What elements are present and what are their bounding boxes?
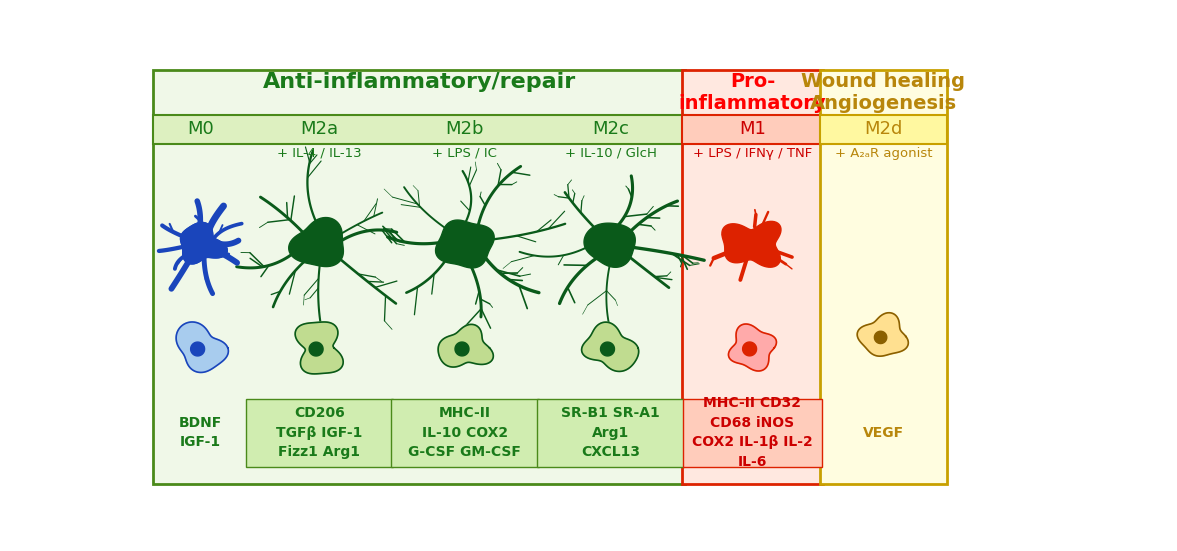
Polygon shape [600, 342, 614, 356]
Text: M2b: M2b [446, 120, 484, 138]
Polygon shape [875, 331, 886, 344]
Text: MHC-II CD32
CD68 iNOS
COX2 IL-1β IL-2
IL-6: MHC-II CD32 CD68 iNOS COX2 IL-1β IL-2 IL… [692, 396, 813, 469]
FancyBboxPatch shape [820, 115, 947, 144]
Polygon shape [310, 342, 322, 356]
Text: + IL-4 / IL-13: + IL-4 / IL-13 [277, 147, 361, 160]
Text: M2d: M2d [864, 120, 903, 138]
Text: SR-B1 SR-A1
Arg1
CXCL13: SR-B1 SR-A1 Arg1 CXCL13 [561, 406, 660, 459]
FancyBboxPatch shape [537, 399, 684, 467]
FancyBboxPatch shape [820, 70, 947, 484]
Text: CD206
TGFβ IGF-1
Fizz1 Arg1: CD206 TGFβ IGF-1 Fizz1 Arg1 [275, 406, 363, 459]
Polygon shape [191, 342, 205, 356]
Text: M2c: M2c [592, 120, 629, 138]
Polygon shape [722, 222, 782, 267]
Polygon shape [743, 342, 757, 356]
Text: M0: M0 [187, 120, 214, 138]
Polygon shape [584, 223, 636, 267]
Text: + A₂ₐR agonist: + A₂ₐR agonist [834, 147, 932, 160]
Text: M2a: M2a [300, 120, 338, 138]
Polygon shape [180, 223, 227, 264]
Text: Anti-inflammatory/repair: Anti-inflammatory/repair [262, 72, 576, 92]
Text: + IL-10 / GlcH: + IL-10 / GlcH [565, 147, 657, 160]
FancyBboxPatch shape [681, 115, 823, 144]
Text: BDNF
IGF-1: BDNF IGF-1 [179, 416, 222, 450]
Polygon shape [295, 322, 344, 374]
FancyBboxPatch shape [153, 70, 685, 484]
Text: Wound healing
Angiogenesis: Wound healing Angiogenesis [802, 72, 965, 114]
Polygon shape [288, 218, 344, 267]
Polygon shape [180, 223, 227, 264]
Polygon shape [857, 313, 909, 356]
Polygon shape [438, 325, 493, 367]
Text: + LPS / IFNγ / TNF: + LPS / IFNγ / TNF [693, 147, 812, 160]
Text: Pro-
inflammatory: Pro- inflammatory [679, 72, 826, 114]
Polygon shape [177, 322, 228, 372]
Polygon shape [435, 220, 494, 268]
Polygon shape [455, 342, 468, 356]
Polygon shape [729, 324, 777, 371]
Text: VEGF: VEGF [863, 425, 904, 440]
Polygon shape [581, 322, 639, 371]
FancyBboxPatch shape [683, 399, 823, 467]
Text: M1: M1 [739, 120, 766, 138]
FancyBboxPatch shape [681, 70, 823, 484]
FancyBboxPatch shape [246, 399, 393, 467]
Text: MHC-II
IL-10 COX2
G-CSF GM-CSF: MHC-II IL-10 COX2 G-CSF GM-CSF [408, 406, 521, 459]
FancyBboxPatch shape [153, 115, 685, 144]
FancyBboxPatch shape [391, 399, 539, 467]
Text: + LPS / IC: + LPS / IC [432, 147, 498, 160]
